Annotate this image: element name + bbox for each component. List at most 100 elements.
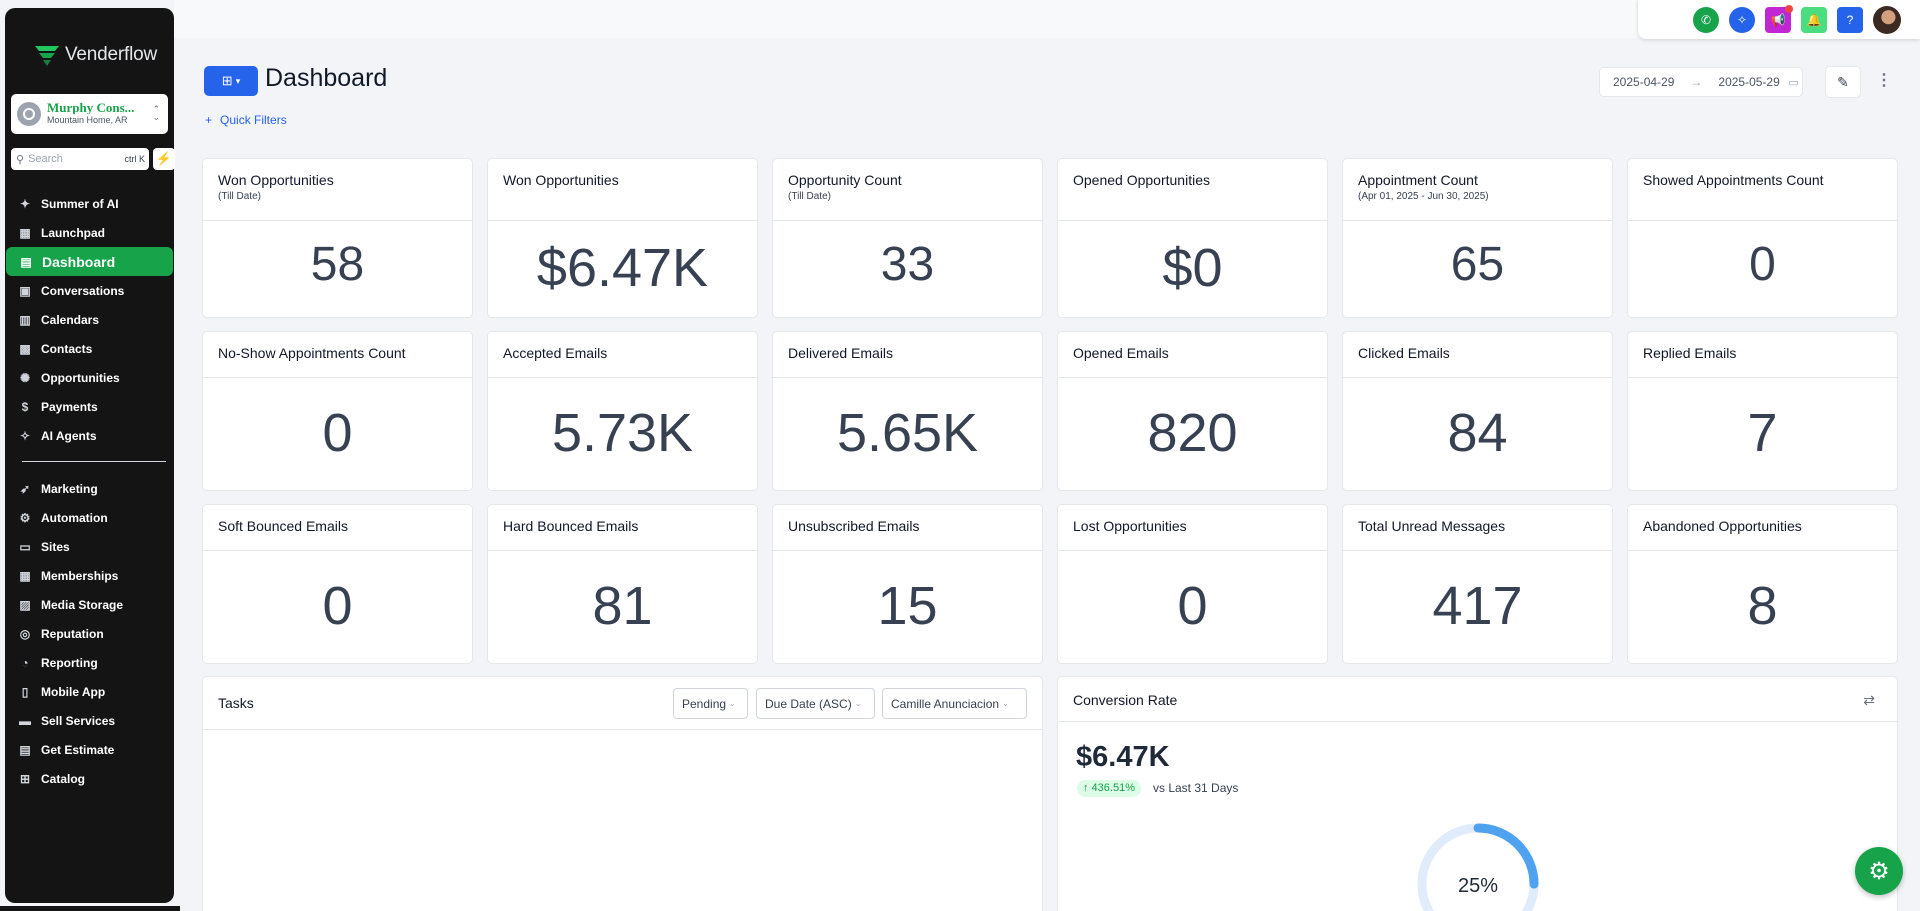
sidebar: Venderflow Murphy Cons... Mountain Home,… bbox=[5, 8, 175, 903]
topbar-actions: ✆ ✧ 📢 🔔 ? bbox=[1638, 0, 1920, 39]
stat-card[interactable]: Replied Emails 7 bbox=[1627, 331, 1898, 491]
stat-card[interactable]: Won Opportunities $6.47K bbox=[487, 158, 758, 318]
sidebar-item-dashboard[interactable]: ▤ Dashboard bbox=[6, 247, 173, 276]
stat-card[interactable]: Soft Bounced Emails 0 bbox=[202, 504, 473, 664]
bolt-icon: ⚡ bbox=[155, 151, 173, 166]
sidebar-item-reporting[interactable]: ◔ Reporting bbox=[5, 648, 174, 677]
stat-card[interactable]: Appointment Count (Apr 01, 2025 - Jun 30,… bbox=[1342, 158, 1613, 318]
filter-settings-icon[interactable]: ⇄ bbox=[1863, 692, 1875, 708]
location-avatar-icon bbox=[17, 102, 41, 126]
edit-dashboard-button[interactable]: ✎ bbox=[1825, 66, 1861, 98]
pencil-icon: ✎ bbox=[1837, 73, 1849, 90]
reporting-icon: ◔ bbox=[21, 655, 29, 670]
sidebar-item-ai-agents[interactable]: ✧ AI Agents bbox=[5, 421, 174, 450]
dropdown-value: Camille Anunciacion bbox=[891, 696, 1000, 711]
reputation-icon: ◎ bbox=[19, 626, 31, 641]
stat-card[interactable]: Lost Opportunities 0 bbox=[1057, 504, 1328, 664]
stat-card-header: Soft Bounced Emails bbox=[203, 505, 472, 551]
opportunities-icon: ✺ bbox=[19, 370, 31, 385]
settings-fab[interactable]: ⚙ bbox=[1855, 847, 1903, 895]
payments-icon: $ bbox=[21, 399, 29, 414]
chat-icon: ▣ bbox=[19, 283, 31, 298]
sidebar-item-launchpad[interactable]: ▦ Launchpad bbox=[5, 218, 174, 247]
stat-card[interactable]: Unsubscribed Emails 15 bbox=[772, 504, 1043, 664]
stat-card-subtitle: (Till Date) bbox=[218, 191, 261, 202]
stat-card[interactable]: Won Opportunities (Till Date) 58 bbox=[202, 158, 473, 318]
stat-card-title: Won Opportunities bbox=[218, 172, 334, 188]
notifications-button[interactable]: 🔔 bbox=[1801, 6, 1827, 33]
sidebar-item-memberships[interactable]: ▦ Memberships bbox=[5, 561, 174, 590]
stat-card-header: Opportunity Count (Till Date) bbox=[773, 159, 1042, 221]
layout-icon: ⊞ bbox=[221, 73, 233, 88]
stat-card[interactable]: Abandoned Opportunities 8 bbox=[1627, 504, 1898, 664]
tasks-sort-dropdown[interactable]: Due Date (ASC) ⌄ bbox=[756, 688, 875, 719]
stat-card[interactable]: Total Unread Messages 417 bbox=[1342, 504, 1613, 664]
help-button[interactable]: ? bbox=[1837, 6, 1863, 33]
quick-filters-link[interactable]: + Quick Filters bbox=[205, 113, 287, 127]
search-input[interactable]: ⚲ Search ctrl K bbox=[11, 148, 149, 170]
sidebar-item-opportunities[interactable]: ✺ Opportunities bbox=[5, 363, 174, 392]
stat-card[interactable]: Clicked Emails 84 bbox=[1342, 331, 1613, 491]
stat-card[interactable]: Showed Appointments Count 0 bbox=[1627, 158, 1898, 318]
sidebar-item-marketing[interactable]: ➶ Marketing bbox=[5, 474, 174, 503]
location-switcher[interactable]: Murphy Cons... Mountain Home, AR ⌃ ⌄ bbox=[11, 94, 168, 134]
sidebar-item-label: Summer of AI bbox=[41, 196, 119, 211]
stat-card-value: 7 bbox=[1747, 403, 1778, 463]
magic-button[interactable]: ✧ bbox=[1729, 6, 1755, 33]
date-from[interactable]: 2025-04-29 bbox=[1613, 75, 1675, 89]
app-logo[interactable]: Venderflow bbox=[33, 42, 157, 68]
date-to[interactable]: 2025-05-29 bbox=[1718, 75, 1780, 89]
dropdown-value: Pending bbox=[682, 696, 727, 711]
stat-card[interactable]: Hard Bounced Emails 81 bbox=[487, 504, 758, 664]
stat-card-header: Total Unread Messages bbox=[1343, 505, 1612, 551]
sidebar-item-conversations[interactable]: ▣ Conversations bbox=[5, 276, 174, 305]
stat-card[interactable]: Opened Opportunities $0 bbox=[1057, 158, 1328, 318]
sidebar-item-automation[interactable]: ⚙ Automation bbox=[5, 503, 174, 532]
sidebar-item-sell-services[interactable]: ▬ Sell Services bbox=[5, 706, 174, 735]
sidebar-nav-main: ✦ Summer of AI ▦ Launchpad ▤ Dashboard ▣ Con… bbox=[5, 189, 174, 450]
more-options-icon[interactable]: ⋮ bbox=[1876, 72, 1892, 89]
launchpad-icon: ▦ bbox=[19, 225, 31, 240]
dashboard-switcher-button[interactable]: ⊞ ▾ bbox=[204, 66, 258, 96]
sidebar-item-media-storage[interactable]: ▨ Media Storage bbox=[5, 590, 174, 619]
sidebar-item-calendars[interactable]: ▥ Calendars bbox=[5, 305, 174, 334]
dropdown-value: Due Date (ASC) bbox=[765, 696, 852, 711]
stat-card-header: Appointment Count (Apr 01, 2025 - Jun 30,… bbox=[1343, 159, 1612, 221]
tasks-status-dropdown[interactable]: Pending ⌄ bbox=[673, 688, 748, 719]
stat-card-title: Abandoned Opportunities bbox=[1643, 518, 1802, 534]
sidebar-item-reputation[interactable]: ◎ Reputation bbox=[5, 619, 174, 648]
sidebar-item-mobile-app[interactable]: ▯ Mobile App bbox=[5, 677, 174, 706]
stat-card[interactable]: Delivered Emails 5.65K bbox=[772, 331, 1043, 491]
memberships-icon: ▦ bbox=[19, 568, 31, 583]
bell-icon: 🔔 bbox=[1806, 12, 1822, 27]
sidebar-item-contacts[interactable]: ▩ Contacts bbox=[5, 334, 174, 363]
announcements-button[interactable]: 📢 bbox=[1765, 4, 1793, 33]
sidebar-item-summer-of-ai[interactable]: ✦ Summer of AI bbox=[5, 189, 174, 218]
stat-card[interactable]: Opened Emails 820 bbox=[1057, 331, 1328, 491]
notification-dot bbox=[1785, 4, 1793, 13]
logo-icon bbox=[35, 46, 59, 66]
phone-button[interactable]: ✆ bbox=[1693, 6, 1719, 33]
stat-card-header: Hard Bounced Emails bbox=[488, 505, 757, 551]
stat-card-title: Showed Appointments Count bbox=[1643, 172, 1824, 188]
stat-card[interactable]: Opportunity Count (Till Date) 33 bbox=[772, 158, 1043, 318]
stat-card-title: Lost Opportunities bbox=[1073, 518, 1187, 534]
stat-card-header: Abandoned Opportunities bbox=[1628, 505, 1897, 551]
sidebar-item-label: Calendars bbox=[41, 312, 100, 327]
stat-card-title: Appointment Count bbox=[1358, 172, 1478, 188]
tasks-assignee-dropdown[interactable]: Camille Anunciacion ⌄ bbox=[882, 688, 1027, 719]
quick-action-button[interactable]: ⚡ bbox=[153, 148, 175, 170]
date-range-picker[interactable]: 2025-04-29 → 2025-05-29 ▭ bbox=[1599, 67, 1803, 97]
stat-card-value: 5.65K bbox=[836, 403, 979, 463]
sidebar-item-catalog[interactable]: ⊞ Catalog bbox=[5, 764, 174, 793]
stat-card[interactable]: Accepted Emails 5.73K bbox=[487, 331, 758, 491]
sidebar-item-sites[interactable]: ▭ Sites bbox=[5, 532, 174, 561]
user-avatar[interactable] bbox=[1873, 5, 1901, 34]
sidebar-item-payments[interactable]: $ Payments bbox=[5, 392, 174, 421]
sparkle-icon: ✦ bbox=[19, 196, 31, 211]
sidebar-item-get-estimate[interactable]: ▤ Get Estimate bbox=[5, 735, 174, 764]
chevron-down-icon: ⌄ bbox=[854, 699, 862, 708]
sidebar-item-label: AI Agents bbox=[41, 428, 97, 443]
sidebar-item-label: Opportunities bbox=[41, 370, 120, 385]
stat-card[interactable]: No-Show Appointments Count 0 bbox=[202, 331, 473, 491]
